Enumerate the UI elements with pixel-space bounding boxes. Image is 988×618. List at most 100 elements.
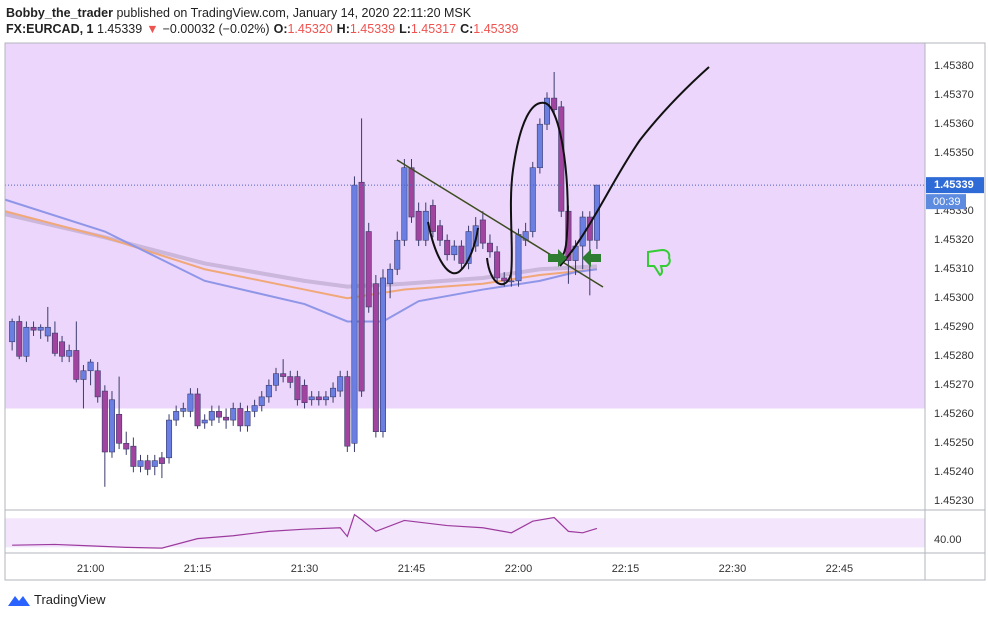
author: Bobby_the_trader bbox=[6, 6, 113, 20]
candle-body bbox=[358, 181, 365, 392]
candle-body bbox=[187, 393, 194, 412]
candle-body bbox=[351, 184, 358, 444]
candle-body bbox=[451, 245, 458, 256]
candle-body bbox=[144, 460, 151, 470]
candle-body bbox=[116, 413, 123, 444]
candle-body bbox=[230, 408, 237, 421]
candle-body bbox=[108, 399, 115, 453]
sketch-curve bbox=[559, 66, 710, 267]
candle-body bbox=[94, 370, 101, 398]
published: published on TradingView.com, January 14… bbox=[116, 6, 472, 20]
y-tick-label: 1.45230 bbox=[934, 495, 974, 507]
rsi-line bbox=[12, 513, 598, 549]
y-tick-label: 1.45370 bbox=[934, 89, 974, 101]
candle-body bbox=[308, 396, 315, 401]
price: 1.45339 bbox=[97, 22, 143, 36]
candle-body bbox=[9, 321, 16, 343]
candle-body bbox=[180, 408, 187, 412]
y-tick-label: 1.45240 bbox=[934, 466, 974, 478]
candle-body bbox=[37, 326, 44, 331]
candle-body bbox=[429, 205, 436, 232]
candle-body bbox=[508, 280, 515, 283]
publish-line: Bobby_the_trader published on TradingVie… bbox=[6, 5, 522, 21]
l-value: 1.45317 bbox=[410, 22, 457, 36]
y-tick-label: 1.45250 bbox=[934, 437, 974, 449]
candle-body bbox=[51, 332, 58, 354]
candle-body bbox=[208, 411, 215, 421]
candle-body bbox=[166, 419, 173, 459]
candle-body bbox=[201, 419, 208, 424]
x-tick-label: 21:45 bbox=[398, 563, 426, 575]
candle-body bbox=[522, 231, 529, 241]
x-tick-label: 21:00 bbox=[77, 563, 105, 575]
y-tick-label: 1.45360 bbox=[934, 118, 974, 130]
candle-body bbox=[237, 408, 244, 427]
candle-body bbox=[315, 396, 322, 401]
candle-body bbox=[59, 341, 66, 357]
candle-body bbox=[66, 350, 73, 357]
x-tick-label: 22:45 bbox=[826, 563, 854, 575]
frame bbox=[4, 42, 986, 581]
o-value: 1.45320 bbox=[287, 22, 333, 36]
axes bbox=[4, 42, 986, 581]
candle-body bbox=[437, 225, 444, 241]
h-label: H: bbox=[336, 22, 350, 36]
candle-body bbox=[151, 460, 158, 467]
y-tick-label: 1.45380 bbox=[934, 60, 974, 72]
candle-body bbox=[258, 396, 265, 406]
c-label: C: bbox=[460, 22, 474, 36]
candle-body bbox=[337, 376, 344, 392]
candle-body bbox=[273, 373, 280, 386]
candle-body bbox=[130, 445, 137, 467]
candle-body bbox=[322, 396, 329, 401]
candle-body bbox=[215, 411, 222, 418]
candle-body bbox=[194, 393, 201, 427]
candle-body bbox=[486, 242, 493, 253]
x-tick-label: 22:00 bbox=[505, 563, 533, 575]
last-price-box bbox=[926, 177, 984, 194]
candle-body bbox=[551, 97, 558, 111]
candle-body bbox=[558, 106, 565, 212]
candle-body bbox=[251, 405, 258, 412]
candle-body bbox=[415, 210, 422, 241]
footer: TradingView bbox=[34, 592, 106, 607]
candle-body bbox=[265, 384, 272, 398]
candle-body bbox=[401, 167, 408, 241]
arrow: ▼ bbox=[146, 22, 159, 36]
candle-body bbox=[223, 416, 230, 421]
y-tick-label: 1.45300 bbox=[934, 292, 974, 304]
candle-body bbox=[44, 326, 51, 337]
candle-body bbox=[158, 457, 165, 464]
candle-body bbox=[536, 123, 543, 169]
l-label: L: bbox=[399, 22, 411, 36]
candle-body bbox=[387, 268, 394, 285]
thumbs-down bbox=[647, 248, 671, 277]
y-tick-label: 1.45280 bbox=[934, 350, 974, 362]
countdown-box bbox=[926, 194, 966, 210]
drawings bbox=[396, 66, 710, 288]
trend-line bbox=[396, 159, 604, 288]
highlight-zone bbox=[5, 43, 925, 409]
x-tick-label: 22:30 bbox=[719, 563, 747, 575]
y-tick-label: 1.45260 bbox=[934, 408, 974, 420]
candle-body bbox=[123, 442, 130, 450]
symbol: FX:EURCAD, 1 bbox=[6, 22, 94, 36]
marks bbox=[4, 72, 925, 549]
candle-body bbox=[173, 411, 180, 421]
candle-body bbox=[23, 326, 30, 357]
candle-body bbox=[73, 350, 80, 380]
last-price-label: 1.45339 bbox=[934, 179, 974, 191]
candle-body bbox=[244, 411, 251, 427]
candle-body bbox=[529, 167, 536, 232]
candle-body bbox=[515, 234, 522, 282]
y-tick-label: 1.45270 bbox=[934, 379, 974, 391]
x-tick-label: 21:30 bbox=[291, 563, 319, 575]
candle-body bbox=[458, 245, 465, 264]
candle-body bbox=[287, 376, 294, 383]
countdown-label: 00:39 bbox=[933, 196, 961, 208]
x-tick-label: 21:15 bbox=[184, 563, 212, 575]
sketch-ellipse bbox=[486, 101, 569, 286]
candle-body bbox=[444, 239, 451, 256]
o-label: O: bbox=[273, 22, 288, 36]
